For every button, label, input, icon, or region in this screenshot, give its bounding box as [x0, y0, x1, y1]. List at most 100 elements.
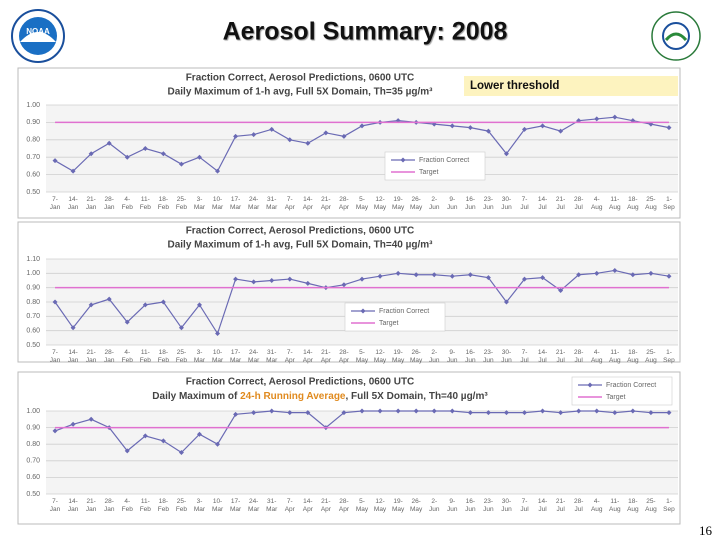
x-tick-label: 10-Mar — [212, 498, 224, 513]
x-tick-label: 4-Feb — [122, 349, 134, 364]
x-tick-label: 17-Mar — [230, 196, 242, 211]
data-point — [323, 130, 329, 136]
x-tick-label: 16-Jun — [465, 196, 476, 211]
data-point — [196, 154, 202, 160]
y-tick-label: 0.50 — [26, 342, 40, 349]
data-point — [431, 408, 437, 414]
data-point — [630, 272, 636, 278]
x-tick-label: 4-Aug — [591, 349, 603, 364]
x-tick-label: 31-Mar — [266, 498, 278, 513]
data-point — [178, 325, 184, 331]
x-tick-label: 25-Feb — [176, 498, 188, 513]
x-tick-label: 5-May — [356, 196, 369, 211]
x-tick-label: 7-Jan — [50, 498, 61, 513]
x-tick-label: 5-May — [356, 349, 369, 364]
legend-label: Fraction Correct — [606, 382, 656, 389]
data-point — [522, 126, 528, 132]
data-point — [666, 273, 672, 279]
data-point — [359, 276, 365, 282]
x-tick-label: 24-Mar — [248, 196, 260, 211]
x-tick-label: 18-Feb — [158, 196, 170, 211]
x-tick-label: 4-Aug — [591, 498, 603, 513]
chart-subtitle: Daily Maximum of 1-h avg, Full 5X Domain… — [168, 240, 434, 251]
data-point — [612, 114, 618, 120]
x-tick-label: 7-Jul — [520, 498, 529, 513]
data-point — [142, 146, 148, 151]
x-tick-label: 14-Jul — [538, 349, 547, 364]
data-point — [485, 275, 491, 281]
data-point — [377, 273, 383, 279]
data-point — [233, 276, 239, 282]
x-tick-label: 1-Sep — [663, 349, 675, 364]
data-point — [88, 416, 94, 422]
data-point — [142, 433, 148, 439]
data-point — [341, 410, 347, 416]
data-point — [522, 276, 528, 282]
data-point — [612, 267, 618, 273]
x-tick-label: 28-Jul — [574, 498, 583, 513]
data-point — [124, 319, 130, 325]
page-number: 16 — [699, 523, 713, 538]
y-tick-label: 0.90 — [26, 119, 40, 126]
data-point — [142, 302, 148, 308]
x-tick-label: 30-Jun — [501, 498, 512, 513]
plot-area — [46, 411, 678, 494]
x-tick-label: 19-May — [392, 196, 405, 211]
x-tick-label: 30-Jun — [501, 196, 512, 211]
data-point — [88, 302, 94, 308]
subtitle-part: 24-h Running Average — [240, 391, 346, 402]
x-tick-label: 14-Jan — [68, 349, 79, 364]
data-point — [106, 296, 112, 302]
x-tick-label: 7-Apr — [285, 498, 296, 513]
data-point — [251, 132, 257, 138]
data-point — [503, 299, 509, 305]
data-point — [576, 272, 582, 278]
data-point — [467, 125, 473, 131]
x-tick-label: 3-Mar — [194, 498, 206, 513]
data-point — [196, 302, 202, 308]
x-tick-label: 28-Jan — [104, 498, 115, 513]
x-tick-label: 21-Apr — [321, 498, 332, 513]
x-tick-label: 19-May — [392, 349, 405, 364]
epa-logo — [651, 11, 701, 61]
legend-box — [571, 376, 673, 406]
data-point — [413, 408, 419, 414]
data-point — [52, 299, 58, 305]
data-point — [449, 408, 455, 414]
x-tick-label: 4-Aug — [591, 196, 603, 211]
data-point — [160, 438, 166, 444]
y-tick-label: 0.70 — [26, 313, 40, 320]
subtitle-part: , Full 5X Domain, Th=40 µg/m³ — [346, 391, 489, 402]
data-point — [70, 168, 76, 174]
data-point — [630, 408, 636, 414]
data-point — [52, 158, 58, 164]
y-tick-label: 0.80 — [26, 137, 40, 144]
x-tick-label: 12-May — [374, 498, 387, 513]
x-tick-label: 21-Apr — [321, 196, 332, 211]
x-tick-label: 31-Mar — [266, 349, 278, 364]
data-point — [666, 410, 672, 416]
x-tick-label: 1-Sep — [663, 498, 675, 513]
x-tick-label: 11-Feb — [140, 349, 152, 364]
legend-marker — [400, 157, 406, 163]
data-point — [269, 126, 275, 132]
data-point — [215, 168, 221, 174]
data-point — [160, 299, 166, 305]
x-tick-label: 7-Jan — [50, 349, 61, 364]
legend-label: Target — [379, 320, 399, 327]
x-tick-label: 24-Mar — [248, 349, 260, 364]
x-tick-label: 12-May — [374, 349, 387, 364]
data-point — [341, 282, 347, 288]
legend-marker — [587, 382, 593, 388]
y-tick-label: 0.70 — [26, 154, 40, 161]
data-point — [70, 325, 76, 331]
x-tick-label: 26-May — [410, 498, 423, 513]
data-point — [594, 270, 600, 276]
x-tick-label: 11-Aug — [609, 196, 621, 211]
data-point — [431, 272, 437, 278]
chart-subtitle: Daily Maximum of 24-h Running Average, F… — [152, 391, 488, 402]
y-tick-label: 0.90 — [26, 285, 40, 292]
legend-box — [344, 302, 446, 332]
data-point — [160, 151, 166, 157]
data-point — [124, 154, 130, 160]
